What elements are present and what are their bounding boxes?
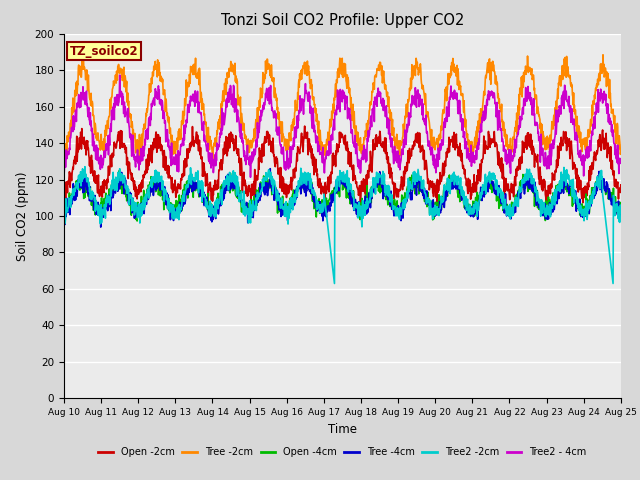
Title: Tonzi Soil CO2 Profile: Upper CO2: Tonzi Soil CO2 Profile: Upper CO2: [221, 13, 464, 28]
Legend: Open -2cm, Tree -2cm, Open -4cm, Tree -4cm, Tree2 -2cm, Tree2 - 4cm: Open -2cm, Tree -2cm, Open -4cm, Tree -4…: [95, 443, 590, 461]
Text: TZ_soilco2: TZ_soilco2: [70, 45, 138, 58]
X-axis label: Time: Time: [328, 423, 357, 436]
Y-axis label: Soil CO2 (ppm): Soil CO2 (ppm): [16, 171, 29, 261]
